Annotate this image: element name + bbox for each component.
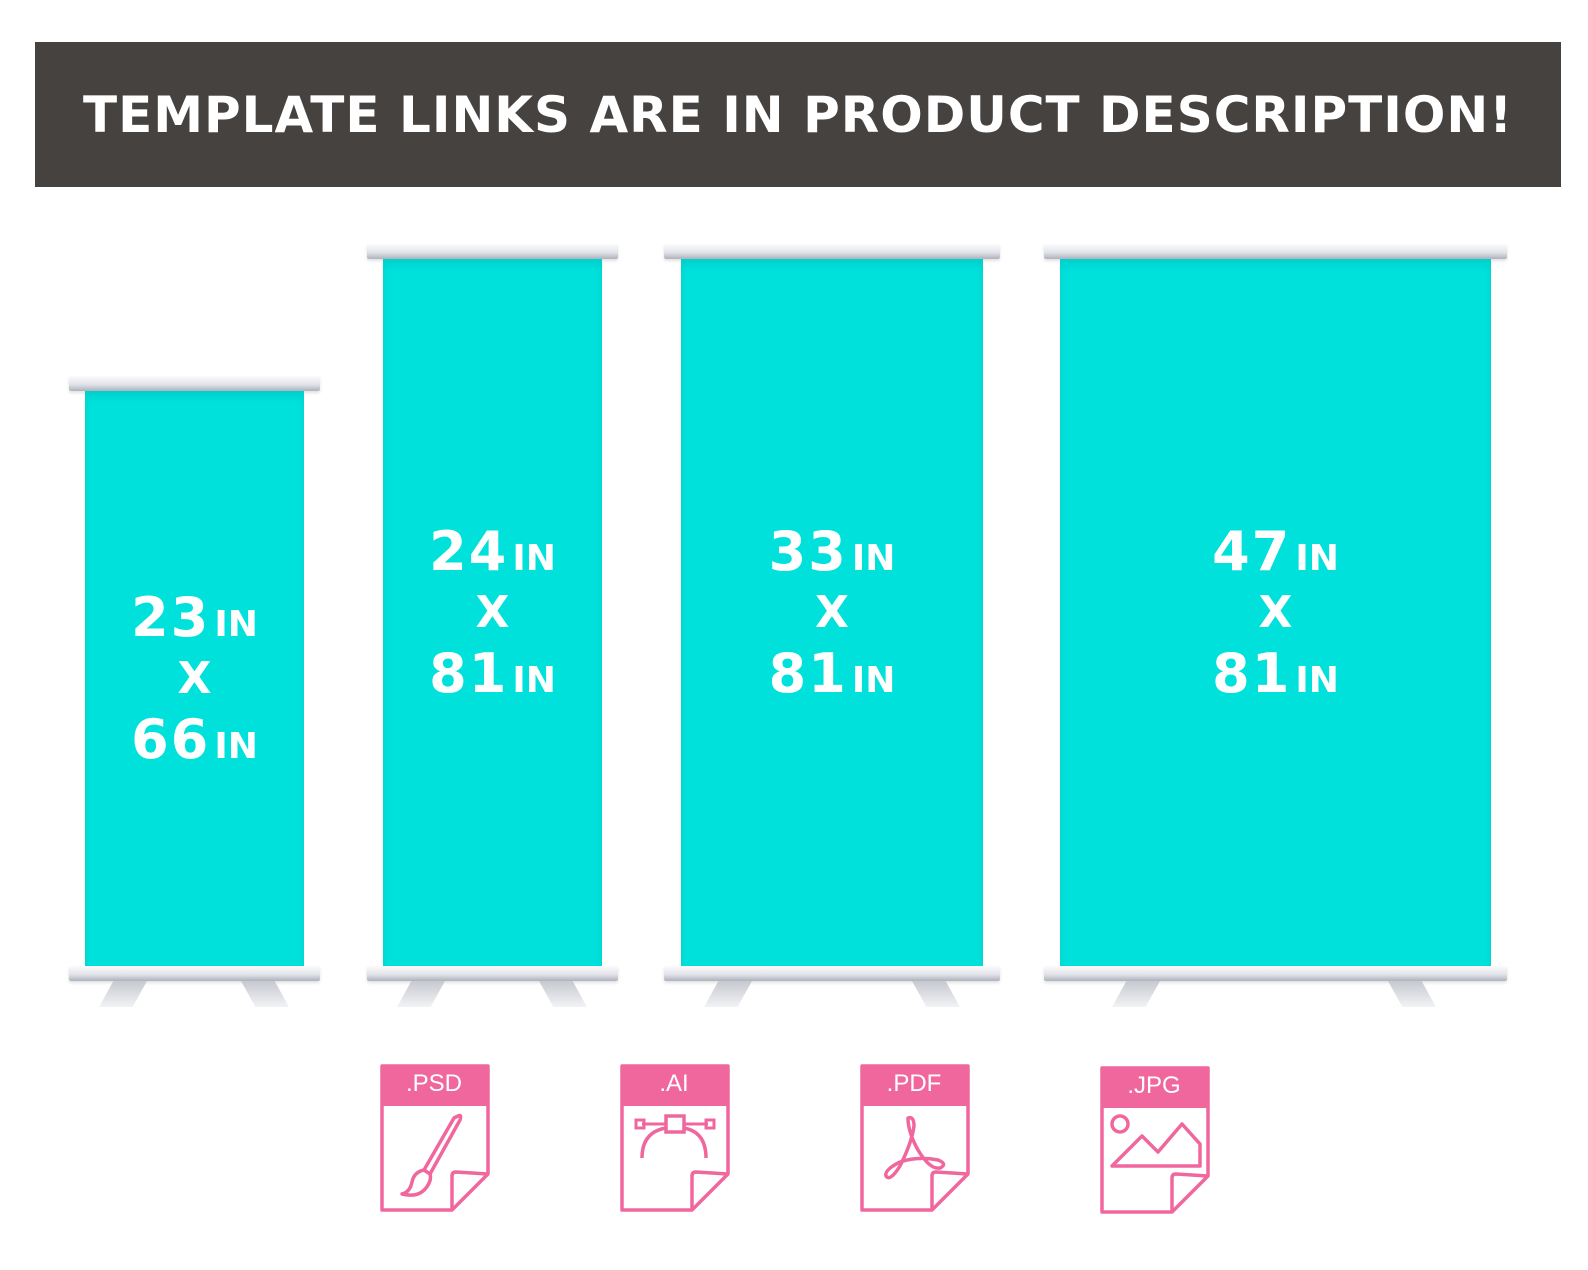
width-unit: IN bbox=[214, 603, 258, 645]
banner-base-bar bbox=[69, 966, 320, 981]
roll-up-banner-3: 33 IN X 81 IN bbox=[664, 244, 1000, 1010]
banner-panel: 24 IN X 81 IN bbox=[383, 259, 602, 966]
height-value: 81 bbox=[768, 641, 848, 705]
banner-foot-right bbox=[539, 981, 587, 1007]
banner-width: 33 IN bbox=[768, 519, 896, 583]
height-unit: IN bbox=[512, 659, 556, 701]
banner-foot-left bbox=[704, 981, 752, 1007]
banner-base-bar bbox=[367, 966, 618, 981]
height-unit: IN bbox=[851, 659, 896, 701]
width-unit: IN bbox=[1295, 537, 1339, 579]
dimension-separator: X bbox=[475, 586, 510, 638]
banner-width: 24 IN bbox=[429, 519, 556, 583]
banner-foot-right bbox=[241, 981, 289, 1007]
file-type-label: .AI bbox=[659, 1070, 689, 1097]
height-unit: IN bbox=[1295, 659, 1339, 701]
width-value: 33 bbox=[768, 519, 848, 583]
dimension-separator: X bbox=[1258, 586, 1293, 638]
banner-height: 81 IN bbox=[1212, 641, 1339, 705]
banner-top-bar bbox=[69, 376, 320, 391]
roll-up-banner-2: 24 IN X 81 IN bbox=[367, 244, 618, 1010]
height-value: 81 bbox=[429, 641, 509, 705]
banner-panel: 47 IN X 81 IN bbox=[1060, 259, 1491, 966]
banner-height: 81 IN bbox=[429, 641, 556, 705]
banner-width: 23 IN bbox=[131, 585, 258, 649]
psd-file-icon: .PSD bbox=[380, 1064, 492, 1212]
bezier-curve-icon bbox=[634, 1114, 716, 1159]
ai-file-icon: .AI bbox=[620, 1064, 732, 1212]
banner-panel: 33 IN X 81 IN bbox=[681, 259, 983, 966]
banner-foot-left bbox=[99, 981, 147, 1007]
banner-base-bar bbox=[664, 966, 1000, 981]
header-title: TEMPLATE LINKS ARE IN PRODUCT DESCRIPTIO… bbox=[82, 85, 1514, 144]
banner-base-bar bbox=[1044, 966, 1507, 981]
file-type-label: .PDF bbox=[886, 1070, 942, 1097]
header-banner: TEMPLATE LINKS ARE IN PRODUCT DESCRIPTIO… bbox=[35, 42, 1561, 187]
roll-up-banner-1: 23 IN X 66 IN bbox=[69, 376, 320, 1010]
paintbrush-icon bbox=[400, 1113, 463, 1197]
banner-width: 47 IN bbox=[1212, 519, 1339, 583]
banner-panel: 23 IN X 66 IN bbox=[85, 391, 304, 966]
banner-top-bar bbox=[664, 244, 1000, 259]
width-value: 24 bbox=[429, 519, 509, 583]
height-value: 66 bbox=[131, 707, 211, 771]
acrobat-icon bbox=[884, 1115, 946, 1180]
banner-foot-left bbox=[397, 981, 445, 1007]
width-value: 23 bbox=[131, 585, 211, 649]
banner-foot-right bbox=[912, 981, 960, 1007]
dimension-separator: X bbox=[815, 586, 849, 638]
width-unit: IN bbox=[851, 537, 896, 579]
banner-top-bar bbox=[1044, 244, 1507, 259]
banner-height: 81 IN bbox=[768, 641, 896, 705]
file-type-label: .JPG bbox=[1127, 1072, 1181, 1099]
banner-height: 66 IN bbox=[131, 707, 258, 771]
file-type-label: .PSD bbox=[405, 1070, 462, 1097]
width-unit: IN bbox=[512, 537, 556, 579]
image-icon bbox=[1110, 1114, 1202, 1168]
banner-foot-right bbox=[1388, 981, 1436, 1007]
banner-foot-left bbox=[1112, 981, 1160, 1007]
width-value: 47 bbox=[1212, 519, 1292, 583]
roll-up-banner-4: 47 IN X 81 IN bbox=[1044, 244, 1507, 1010]
banner-top-bar bbox=[367, 244, 618, 259]
pdf-file-icon: .PDF bbox=[860, 1064, 972, 1212]
jpg-file-icon: .JPG bbox=[1100, 1066, 1212, 1214]
height-unit: IN bbox=[214, 725, 258, 767]
dimension-separator: X bbox=[177, 652, 212, 704]
height-value: 81 bbox=[1212, 641, 1292, 705]
